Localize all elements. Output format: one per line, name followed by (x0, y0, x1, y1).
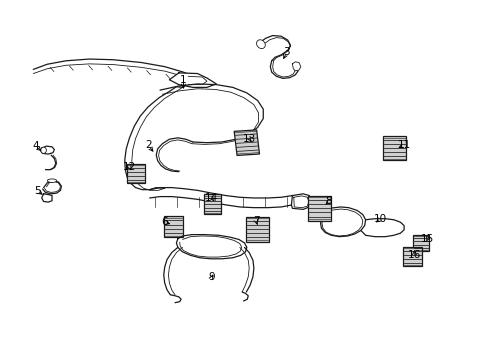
Text: 6: 6 (161, 217, 168, 227)
Polygon shape (41, 194, 52, 202)
Text: 5: 5 (35, 186, 41, 196)
Text: 16: 16 (407, 250, 420, 260)
Ellipse shape (256, 40, 265, 49)
Polygon shape (41, 146, 54, 154)
Text: 12: 12 (122, 162, 136, 172)
Text: 9: 9 (208, 273, 215, 283)
Text: 14: 14 (204, 193, 218, 203)
Text: 1: 1 (180, 75, 186, 85)
Bar (383, 136, 405, 160)
Text: 13: 13 (242, 134, 255, 144)
Polygon shape (293, 196, 308, 208)
Bar (246, 217, 268, 242)
Text: 7: 7 (252, 216, 259, 226)
Polygon shape (292, 62, 300, 71)
Bar (203, 194, 221, 214)
Text: 10: 10 (373, 214, 386, 224)
Bar (126, 164, 144, 184)
Polygon shape (291, 194, 310, 210)
Text: 15: 15 (420, 234, 433, 244)
Bar (234, 130, 259, 156)
Text: 11: 11 (397, 140, 410, 150)
Text: 3: 3 (283, 47, 289, 57)
Ellipse shape (47, 179, 57, 183)
Text: 4: 4 (33, 141, 40, 151)
Polygon shape (169, 73, 216, 87)
Text: 2: 2 (144, 140, 151, 150)
Polygon shape (176, 235, 246, 259)
Text: 8: 8 (325, 197, 332, 206)
Ellipse shape (41, 147, 46, 153)
Bar (413, 235, 427, 251)
Bar (308, 196, 330, 221)
Bar (402, 247, 421, 266)
Bar (163, 216, 182, 237)
